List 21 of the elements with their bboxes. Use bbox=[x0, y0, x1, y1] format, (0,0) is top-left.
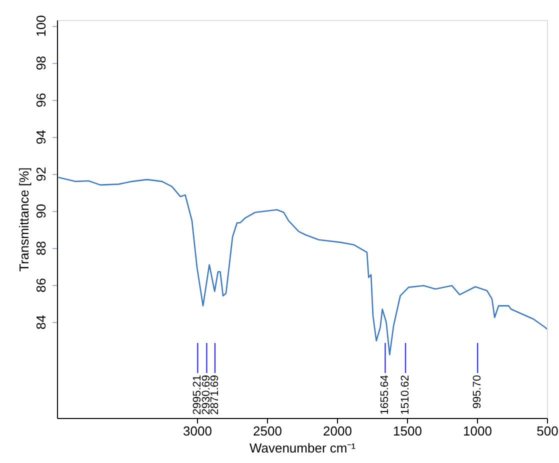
y-tick-label: 84 bbox=[34, 315, 48, 330]
y-tick-label: 88 bbox=[34, 240, 48, 256]
x-tick-label: 1000 bbox=[463, 424, 492, 438]
y-tick-label: 94 bbox=[34, 130, 48, 144]
y-tick-label: 98 bbox=[34, 56, 48, 70]
y-tick-label: 96 bbox=[34, 92, 48, 108]
x-tick-label: 2500 bbox=[253, 424, 282, 438]
y-tick-label: 90 bbox=[34, 204, 48, 218]
line-series bbox=[58, 176, 547, 356]
y-tick-label: 92 bbox=[34, 166, 48, 182]
y-axis-title: Transmittance [%] bbox=[16, 167, 32, 272]
x-tick-label: 1500 bbox=[393, 424, 422, 438]
ref-line-label: 995.70 bbox=[472, 375, 484, 409]
y-tick-label: 86 bbox=[34, 278, 48, 292]
ref-line-label: 1655.64 bbox=[379, 375, 392, 415]
x-axis-title: Wavenumber cm⁻¹ bbox=[249, 440, 356, 456]
x-tick-label: 500 bbox=[536, 424, 558, 438]
x-tick-label: 3000 bbox=[183, 424, 212, 438]
y-tick-label: 100 bbox=[34, 15, 48, 37]
x-tick-label: 2000 bbox=[323, 424, 352, 438]
ref-line-label: 1510.62 bbox=[400, 375, 412, 415]
